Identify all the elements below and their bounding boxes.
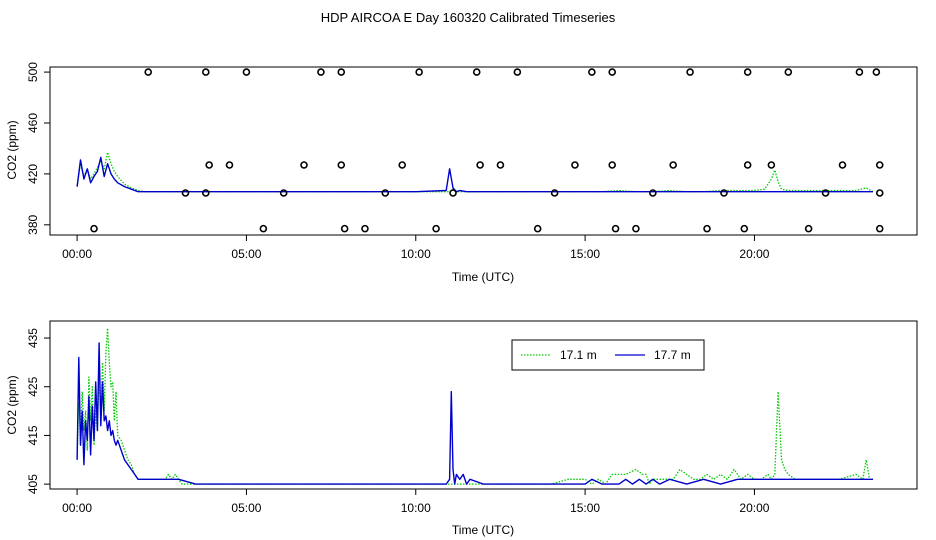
y-tick-label: 415: [26, 425, 40, 445]
flag-marker: [743, 161, 752, 169]
flag-marker: [476, 161, 484, 169]
x-tick-label: 15:00: [570, 247, 600, 261]
flag-marker: [588, 68, 596, 76]
x-tick-label: 00:00: [62, 247, 92, 261]
flag-marker: [279, 189, 288, 197]
flag-marker: [855, 68, 864, 76]
bottom-series-group: [76, 327, 873, 485]
flag-marker: [300, 161, 308, 169]
legend-box: [511, 339, 705, 371]
top-flag-markers: [90, 68, 884, 233]
x-tick-label: 10:00: [401, 501, 431, 515]
flag-marker: [767, 161, 776, 169]
flag-marker: [608, 161, 616, 169]
legend-entry-1: 17.1 m: [560, 348, 597, 362]
y-tick-label: 425: [26, 376, 40, 396]
top-panel: 00:00 05:00 10:00 15:00 20:00 380 420 460 500 T…: [5, 62, 918, 284]
flag-marker: [337, 161, 346, 169]
flag-marker: [381, 189, 390, 197]
flag-marker: [225, 161, 234, 169]
top-x-axis: 00:00 05:00 10:00 15:00 20:00: [62, 234, 770, 261]
x-tick-label: 05:00: [231, 247, 261, 261]
legend: 17.1 m 17.7 m: [511, 339, 705, 371]
chart-title: HDP AIRCOA E Day 160320 Calibrated Times…: [321, 10, 616, 25]
bottom-x-axis: 00:00 05:00 10:00 15:00 20:00: [62, 488, 770, 515]
flag-marker: [821, 189, 830, 197]
bottom-y-axis: 405 415 425 435: [26, 328, 51, 494]
flag-marker: [669, 161, 677, 169]
bottom-panel: 00:00 05:00 10:00 15:00 20:00 405 415 425 435 T…: [5, 320, 918, 537]
x-tick-label: 00:00: [62, 501, 92, 515]
x-tick-label: 20:00: [739, 247, 769, 261]
flag-marker: [703, 224, 711, 233]
flag-marker: [472, 68, 481, 76]
flag-marker: [784, 68, 793, 76]
flag-marker: [361, 224, 369, 233]
flag-marker: [398, 161, 407, 169]
series-line-1: [76, 151, 874, 193]
flag-marker: [872, 68, 881, 76]
flag-marker: [181, 189, 190, 197]
flag-marker: [533, 224, 542, 233]
top-series-group: [76, 151, 874, 193]
y-tick-label: 500: [26, 62, 40, 82]
top-y-axis: 380 420 460 500: [26, 62, 51, 235]
flag-marker: [649, 189, 657, 197]
x-tick-label: 10:00: [401, 247, 431, 261]
x-tick-label: 20:00: [739, 501, 769, 515]
series-line-2: [76, 156, 873, 193]
flag-marker: [242, 68, 251, 76]
series-line-1: [76, 327, 873, 485]
flag-marker: [496, 161, 505, 169]
flag-marker: [449, 189, 457, 197]
bottom-x-axis-label: Time (UTC): [452, 523, 514, 537]
flag-marker: [875, 161, 884, 169]
flag-marker: [90, 224, 98, 233]
flag-marker: [201, 189, 210, 197]
flag-marker: [632, 224, 640, 233]
top-y-axis-label: CO2 (ppm): [5, 120, 19, 179]
y-tick-label: 420: [26, 164, 40, 184]
flag-marker: [740, 224, 749, 233]
series-line-2: [76, 342, 873, 485]
flag-marker: [686, 68, 694, 76]
y-tick-label: 435: [26, 328, 40, 348]
flag-marker: [144, 68, 153, 76]
flag-marker: [550, 189, 559, 197]
bottom-plot-frame: [49, 320, 918, 490]
flag-marker: [838, 161, 847, 169]
flag-marker: [259, 224, 268, 233]
flag-marker: [201, 68, 210, 76]
flag-marker: [432, 224, 440, 233]
flag-marker: [743, 68, 752, 76]
flag-marker: [513, 68, 522, 76]
flag-marker: [317, 68, 325, 76]
flag-marker: [337, 68, 346, 76]
x-tick-label: 05:00: [231, 501, 261, 515]
flag-marker: [875, 189, 884, 197]
y-tick-label: 405: [26, 474, 40, 494]
flag-marker: [611, 224, 620, 233]
flag-marker: [571, 161, 579, 169]
flag-marker: [875, 224, 884, 233]
legend-entry-2: 17.7 m: [654, 348, 691, 362]
flag-marker: [340, 224, 349, 233]
bottom-y-axis-label: CO2 (ppm): [5, 375, 19, 434]
y-tick-label: 460: [26, 113, 40, 133]
flag-marker: [608, 68, 616, 76]
top-x-axis-label: Time (UTC): [452, 270, 514, 284]
flag-marker: [720, 189, 728, 197]
y-tick-label: 380: [26, 214, 40, 234]
flag-marker: [804, 224, 813, 233]
x-tick-label: 15:00: [570, 501, 600, 515]
flag-marker: [205, 161, 213, 169]
top-plot-frame: [49, 66, 918, 236]
flag-marker: [415, 68, 423, 76]
